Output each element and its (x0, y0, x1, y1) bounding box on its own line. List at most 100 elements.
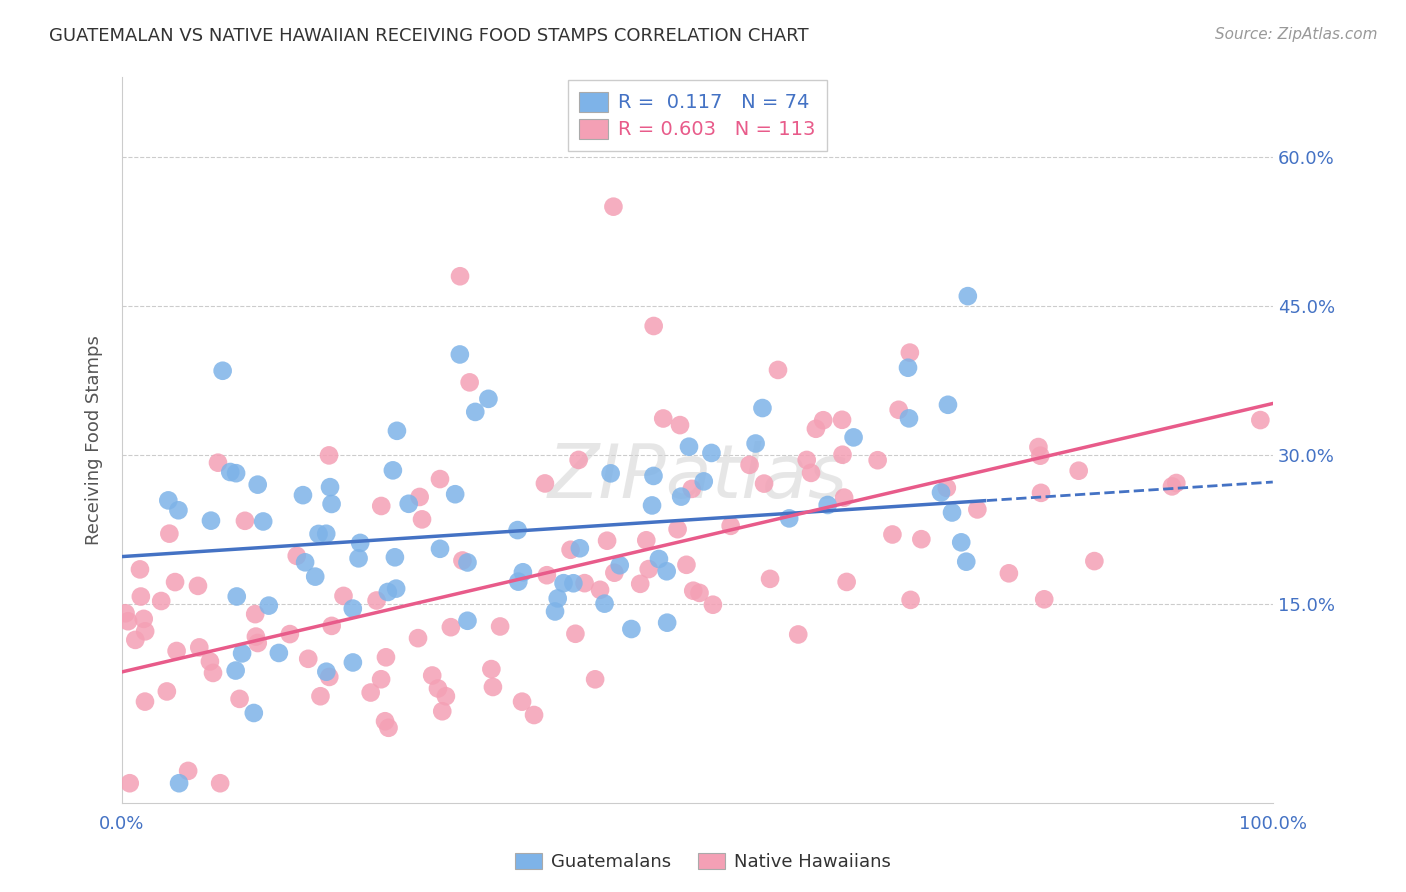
Point (150, 594, 173, 608)
Point (1029, 486, 1052, 500)
Point (637, 562, 659, 576)
Point (702, 598, 724, 612)
Point (941, 506, 963, 520)
Point (796, 453, 818, 467)
Point (318, 670, 340, 684)
Point (114, 607, 136, 621)
Point (406, 631, 429, 645)
Point (294, 555, 316, 569)
Point (897, 411, 920, 425)
Point (188, 640, 211, 655)
Point (347, 551, 370, 566)
Point (315, 526, 337, 541)
Point (536, 568, 558, 582)
Point (655, 564, 678, 578)
Point (643, 318, 665, 333)
Text: 100.0%: 100.0% (1239, 815, 1306, 833)
Point (165, 575, 187, 590)
Point (738, 458, 761, 472)
Point (759, 572, 782, 586)
Point (628, 577, 651, 591)
Point (225, 590, 247, 604)
Point (157, 493, 180, 508)
Point (666, 522, 689, 536)
Point (508, 574, 530, 589)
Point (766, 363, 789, 377)
Point (449, 347, 471, 361)
Point (956, 289, 979, 303)
Point (408, 490, 430, 504)
Point (897, 360, 920, 375)
Point (377, 721, 399, 735)
Legend: Guatemalans, Native Hawaiians: Guatemalans, Native Hawaiians (508, 846, 898, 879)
Point (308, 527, 330, 541)
Point (787, 627, 810, 641)
Point (420, 668, 443, 682)
Point (207, 456, 229, 470)
Point (342, 601, 364, 615)
Point (641, 499, 664, 513)
Point (831, 413, 853, 427)
Point (309, 690, 332, 704)
Point (1067, 464, 1090, 478)
Point (602, 200, 624, 214)
Point (219, 465, 242, 479)
Point (198, 655, 221, 669)
Point (1083, 554, 1105, 568)
Point (1166, 475, 1188, 490)
Point (523, 708, 546, 723)
Point (778, 511, 800, 525)
Point (285, 549, 308, 563)
Point (955, 555, 977, 569)
Point (669, 418, 692, 433)
Point (506, 523, 529, 537)
Point (1028, 440, 1050, 454)
Text: GUATEMALAN VS NATIVE HAWAIIAN RECEIVING FOOD STAMPS CORRELATION CHART: GUATEMALAN VS NATIVE HAWAIIAN RECEIVING … (49, 27, 808, 45)
Point (200, 514, 222, 528)
Point (966, 502, 988, 516)
Point (544, 604, 567, 618)
Point (669, 490, 692, 504)
Point (156, 684, 179, 698)
Point (609, 558, 631, 573)
Point (482, 680, 505, 694)
Point (744, 436, 766, 450)
Point (652, 411, 675, 425)
Point (479, 662, 502, 676)
Point (910, 532, 932, 546)
Point (1029, 449, 1052, 463)
Point (349, 536, 371, 550)
Point (315, 665, 337, 679)
Point (929, 485, 952, 500)
Point (832, 491, 855, 505)
Point (440, 620, 463, 634)
Point (304, 569, 326, 583)
Point (456, 556, 478, 570)
Point (835, 574, 858, 589)
Point (398, 497, 420, 511)
Point (1249, 413, 1271, 427)
Point (887, 402, 910, 417)
Point (385, 582, 408, 596)
Point (752, 476, 775, 491)
Point (157, 526, 180, 541)
Point (211, 364, 233, 378)
Point (187, 579, 209, 593)
Point (319, 480, 342, 494)
Point (636, 533, 658, 548)
Point (225, 664, 247, 678)
Point (449, 269, 471, 284)
Point (291, 488, 314, 502)
Point (129, 590, 152, 604)
Point (648, 552, 671, 566)
Point (366, 593, 388, 607)
Point (583, 673, 606, 687)
Point (167, 503, 190, 517)
Point (489, 619, 512, 633)
Point (596, 533, 619, 548)
Point (246, 636, 269, 650)
Y-axis label: Receiving Food Stamps: Receiving Food Stamps (86, 335, 103, 545)
Point (231, 647, 253, 661)
Point (817, 498, 839, 512)
Point (225, 466, 247, 480)
